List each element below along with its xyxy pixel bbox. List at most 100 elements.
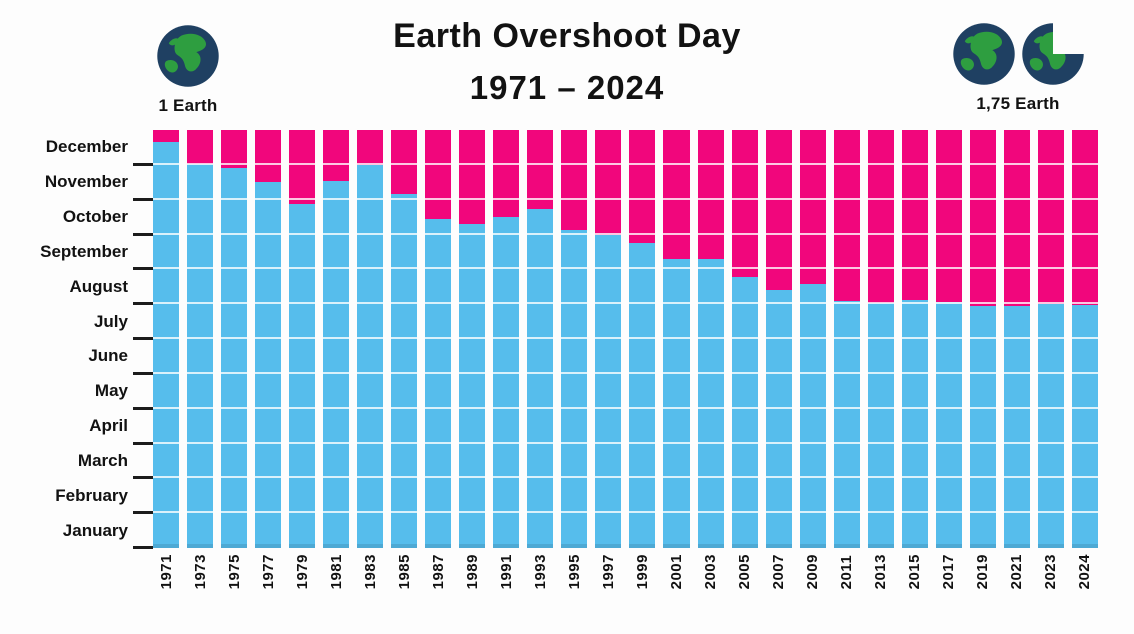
budget-segment (255, 182, 282, 548)
overshoot-bar-2013 (867, 130, 894, 548)
axis-tick (133, 302, 153, 306)
year-label: 1987 (429, 554, 447, 590)
month-label: January (62, 520, 128, 540)
year-label: 1989 (463, 554, 481, 590)
year-label-cell: 1997 (595, 554, 621, 589)
year-label: 1979 (293, 554, 311, 590)
overshoot-bar-1999 (629, 130, 656, 548)
overshoot-segment (289, 130, 316, 205)
year-label: 2019 (974, 554, 992, 590)
overshoot-segment (629, 130, 656, 243)
budget-segment (595, 234, 622, 548)
year-label-cell: 1975 (221, 554, 247, 589)
budget-segment (391, 193, 418, 548)
axis-tick (133, 337, 153, 340)
year-label-cell: 2023 (1038, 554, 1064, 589)
overshoot-segment (255, 130, 282, 183)
overshoot-segment (153, 130, 180, 143)
year-label: 2023 (1042, 554, 1060, 590)
budget-segment (425, 218, 452, 548)
overshoot-segment (221, 130, 248, 169)
overshoot-bar-2024 (1071, 130, 1098, 548)
month-label: March (77, 450, 128, 470)
overshoot-bar-1975 (221, 130, 248, 548)
month-label: September (40, 241, 128, 261)
year-label: 2009 (804, 554, 822, 590)
year-label: 2017 (940, 554, 958, 590)
overshoot-segment (357, 130, 384, 165)
year-label-cell: 2007 (766, 554, 792, 589)
overshoot-bar-1995 (561, 130, 588, 548)
overshoot-bar-1989 (459, 130, 486, 548)
three-quarter-earth-icon (1021, 23, 1084, 85)
budget-segment (1003, 306, 1030, 548)
year-label: 2013 (872, 554, 890, 590)
year-label-cell: 1983 (357, 554, 383, 589)
overshoot-segment (323, 130, 350, 182)
month-label: October (62, 207, 128, 227)
title-line-1: Earth Overshoot Day (393, 17, 741, 55)
year-label-cell: 2019 (970, 554, 996, 589)
plot-area (153, 130, 1098, 548)
axis-tick (133, 546, 153, 549)
budget-segment (1071, 305, 1098, 548)
month-label: June (88, 346, 128, 366)
overshoot-segment (697, 130, 724, 259)
overshoot-segment (765, 130, 792, 290)
month-label: February (55, 485, 128, 505)
year-label: 2003 (702, 554, 720, 590)
budget-segment (833, 300, 860, 548)
year-label: 2011 (838, 554, 856, 590)
overshoot-segment (391, 130, 418, 194)
overshoot-bar-1983 (357, 130, 384, 548)
budget-segment (663, 258, 690, 548)
year-label-cell: 1995 (561, 554, 587, 589)
overshoot-bar-2003 (697, 130, 724, 548)
budget-segment (221, 168, 248, 548)
overshoot-bar-2023 (1037, 130, 1064, 548)
earth-icon (157, 25, 219, 87)
axis-tick (133, 232, 153, 236)
year-label-cell: 1989 (459, 554, 485, 589)
budget-segment (867, 303, 894, 548)
budget-segment (561, 229, 588, 548)
overshoot-bar-1971 (153, 130, 180, 548)
budget-segment (969, 306, 996, 548)
month-label: December (45, 137, 128, 157)
axis-tick (133, 476, 153, 480)
overshoot-bar-2001 (663, 130, 690, 548)
budget-segment (289, 204, 316, 548)
title-line-2: 1971 – 2024 (469, 68, 665, 106)
legend-1-75-earth: 1,75 Earth (944, 20, 1092, 114)
overshoot-bar-2007 (765, 130, 792, 548)
budget-segment (731, 277, 758, 548)
overshoot-segment (1071, 130, 1098, 306)
budget-segment (153, 142, 180, 548)
year-label-cell: 2015 (902, 554, 928, 589)
year-label-cell: 2009 (800, 554, 826, 589)
year-label-cell: 1971 (153, 554, 179, 589)
year-label-cell: 2011 (834, 554, 860, 590)
year-label: 1975 (225, 554, 243, 590)
overshoot-bar-2005 (731, 130, 758, 548)
overshoot-bar-1973 (187, 130, 214, 548)
year-label-cell: 2024 (1072, 554, 1098, 589)
overshoot-segment (935, 130, 962, 302)
overshoot-segment (527, 130, 554, 209)
overshoot-segment (799, 130, 826, 284)
year-label: 1993 (531, 554, 549, 590)
overshoot-bar-2021 (1003, 130, 1030, 548)
year-label: 2007 (770, 554, 788, 590)
year-label-cell: 2021 (1004, 554, 1030, 589)
year-label-cell: 2013 (868, 554, 894, 589)
overshoot-segment (1037, 130, 1064, 305)
overshoot-bar-1997 (595, 130, 622, 548)
budget-segment (493, 216, 520, 548)
legend-one-earth-label: 1 Earth (158, 96, 218, 115)
overshoot-segment (595, 130, 622, 235)
legend-1-75-earth-label: 1,75 Earth (976, 94, 1060, 113)
overshoot-bar-2009 (799, 130, 826, 548)
budget-segment (901, 299, 928, 548)
overshoot-bar-1985 (391, 130, 418, 548)
